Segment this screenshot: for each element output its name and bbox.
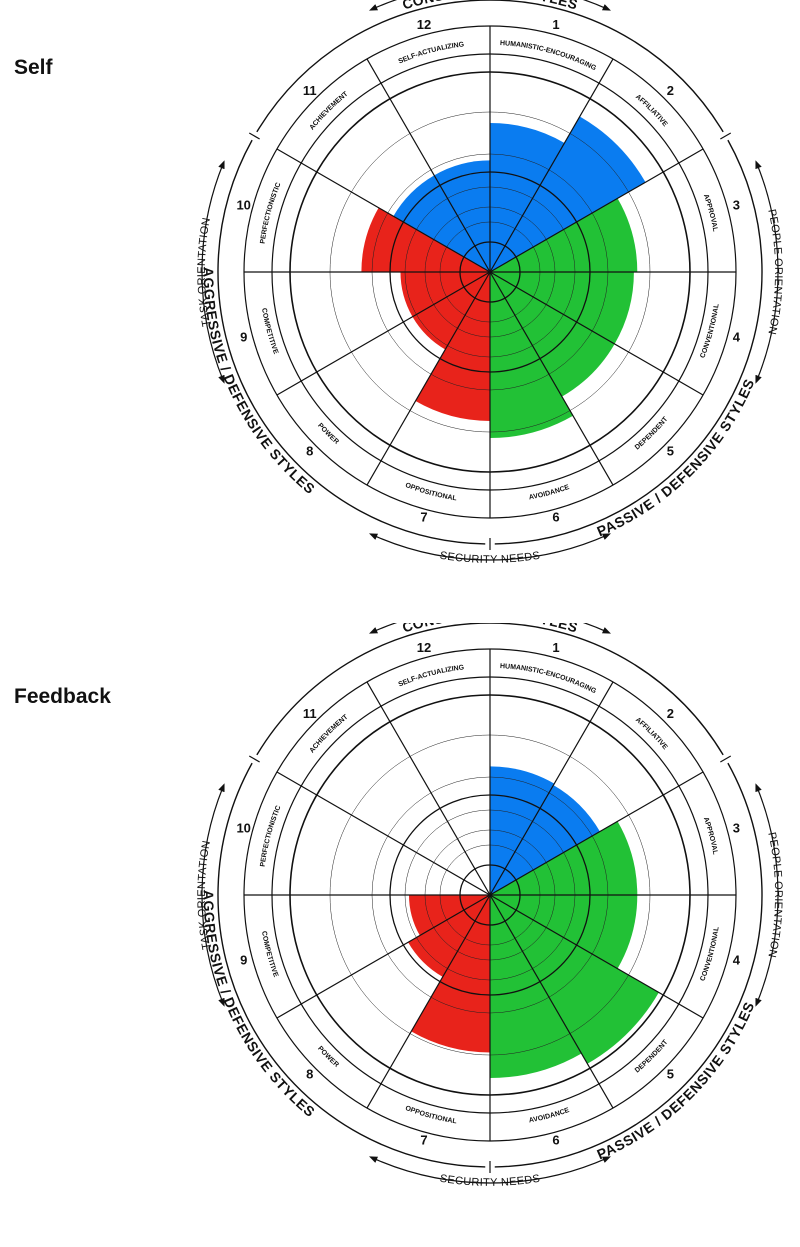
- category-number: 11: [303, 83, 317, 98]
- category-label: AVOIDANCE: [528, 1107, 570, 1125]
- wedge-avoidance: [490, 272, 573, 438]
- wedge-humanistic-encouraging: [490, 766, 555, 895]
- panel-title: Self: [14, 56, 53, 79]
- wedge-conventional: [490, 895, 638, 969]
- category-label: PERFECTIONISTIC: [260, 182, 283, 245]
- wedge-approval: [490, 198, 638, 272]
- category-number: 3: [733, 820, 740, 835]
- category-label: APPROVAL: [702, 816, 719, 856]
- wedge-avoidance: [490, 895, 582, 1078]
- wedge-oppositional: [415, 272, 490, 421]
- category-number: 2: [667, 706, 674, 721]
- category-number: 6: [552, 510, 559, 525]
- category-number: 8: [306, 444, 313, 459]
- wedge-oppositional: [411, 895, 490, 1053]
- category-label: CONVENTIONAL: [699, 303, 720, 360]
- self-panel: Self HUMANISTIC-ENCOURAGING 1 AFFILIATIVE 2…: [0, 0, 800, 620]
- category-number: 10: [236, 197, 250, 212]
- category-number: 8: [306, 1067, 313, 1082]
- category-number: 12: [417, 17, 431, 32]
- category-number: 10: [236, 820, 250, 835]
- passive-styles-label: PASSIVE / DEFENSIVE STYLES: [594, 376, 757, 539]
- wedge-competitive: [409, 895, 490, 936]
- security-label: SECURITY NEEDS: [439, 550, 541, 566]
- category-label: PERFECTIONISTIC: [260, 805, 283, 868]
- task-label: TASK ORIENTATION: [196, 840, 213, 951]
- wedge-dependent: [490, 895, 659, 1064]
- category-label: OPPOSITIONAL: [404, 482, 458, 503]
- people-label: PEOPLE ORIENTATION: [765, 831, 784, 959]
- constructive-styles-label: CONSTRUCTIVE STYLES: [400, 623, 580, 636]
- category-label: OPPOSITIONAL: [404, 1105, 458, 1126]
- category-number: 4: [733, 329, 741, 344]
- category-number: 1: [552, 17, 559, 32]
- feedback-panel: Feedback HUMANISTIC-ENCOURAGING 1 AFFILIAT…: [0, 623, 800, 1243]
- wedge-power: [412, 272, 490, 350]
- category-number: 5: [667, 444, 674, 459]
- constructive-styles-label: CONSTRUCTIVE STYLES: [400, 0, 580, 13]
- category-number: 4: [733, 952, 741, 967]
- people-label: PEOPLE ORIENTATION: [765, 208, 784, 336]
- wedge-conventional: [490, 272, 634, 344]
- category-number: 3: [733, 197, 740, 212]
- wedge-affiliative: [490, 785, 600, 895]
- category-number: 6: [552, 1133, 559, 1148]
- security-label: SECURITY NEEDS: [439, 1173, 541, 1189]
- category-number: 9: [240, 952, 247, 967]
- wedge-humanistic-encouraging: [490, 123, 565, 272]
- category-number: 2: [667, 83, 674, 98]
- category-number: 7: [420, 510, 427, 525]
- wedge-approval: [490, 821, 638, 895]
- category-number: 1: [552, 640, 559, 655]
- category-label: HUMANISTIC-ENCOURAGING: [500, 663, 598, 695]
- panel-title: Feedback: [14, 685, 111, 708]
- wedge-achievement: [393, 175, 490, 272]
- task-label: TASK ORIENTATION: [196, 217, 213, 328]
- category-number: 9: [240, 329, 247, 344]
- category-label: AVOIDANCE: [528, 484, 570, 502]
- wedge-dependent: [490, 272, 615, 397]
- wedge-power: [408, 895, 490, 977]
- category-number: 5: [667, 1067, 674, 1082]
- category-label: APPROVAL: [702, 193, 719, 233]
- category-label: CONVENTIONAL: [699, 926, 720, 983]
- wedge-affiliative: [490, 116, 646, 273]
- category-number: 11: [303, 706, 317, 721]
- wedge-perfectionistic: [361, 207, 490, 272]
- category-label: AFFILIATIVE: [634, 94, 669, 129]
- category-label: AFFILIATIVE: [634, 717, 669, 752]
- category-number: 12: [417, 640, 431, 655]
- category-label: HUMANISTIC-ENCOURAGING: [500, 40, 598, 72]
- category-number: 7: [420, 1133, 427, 1148]
